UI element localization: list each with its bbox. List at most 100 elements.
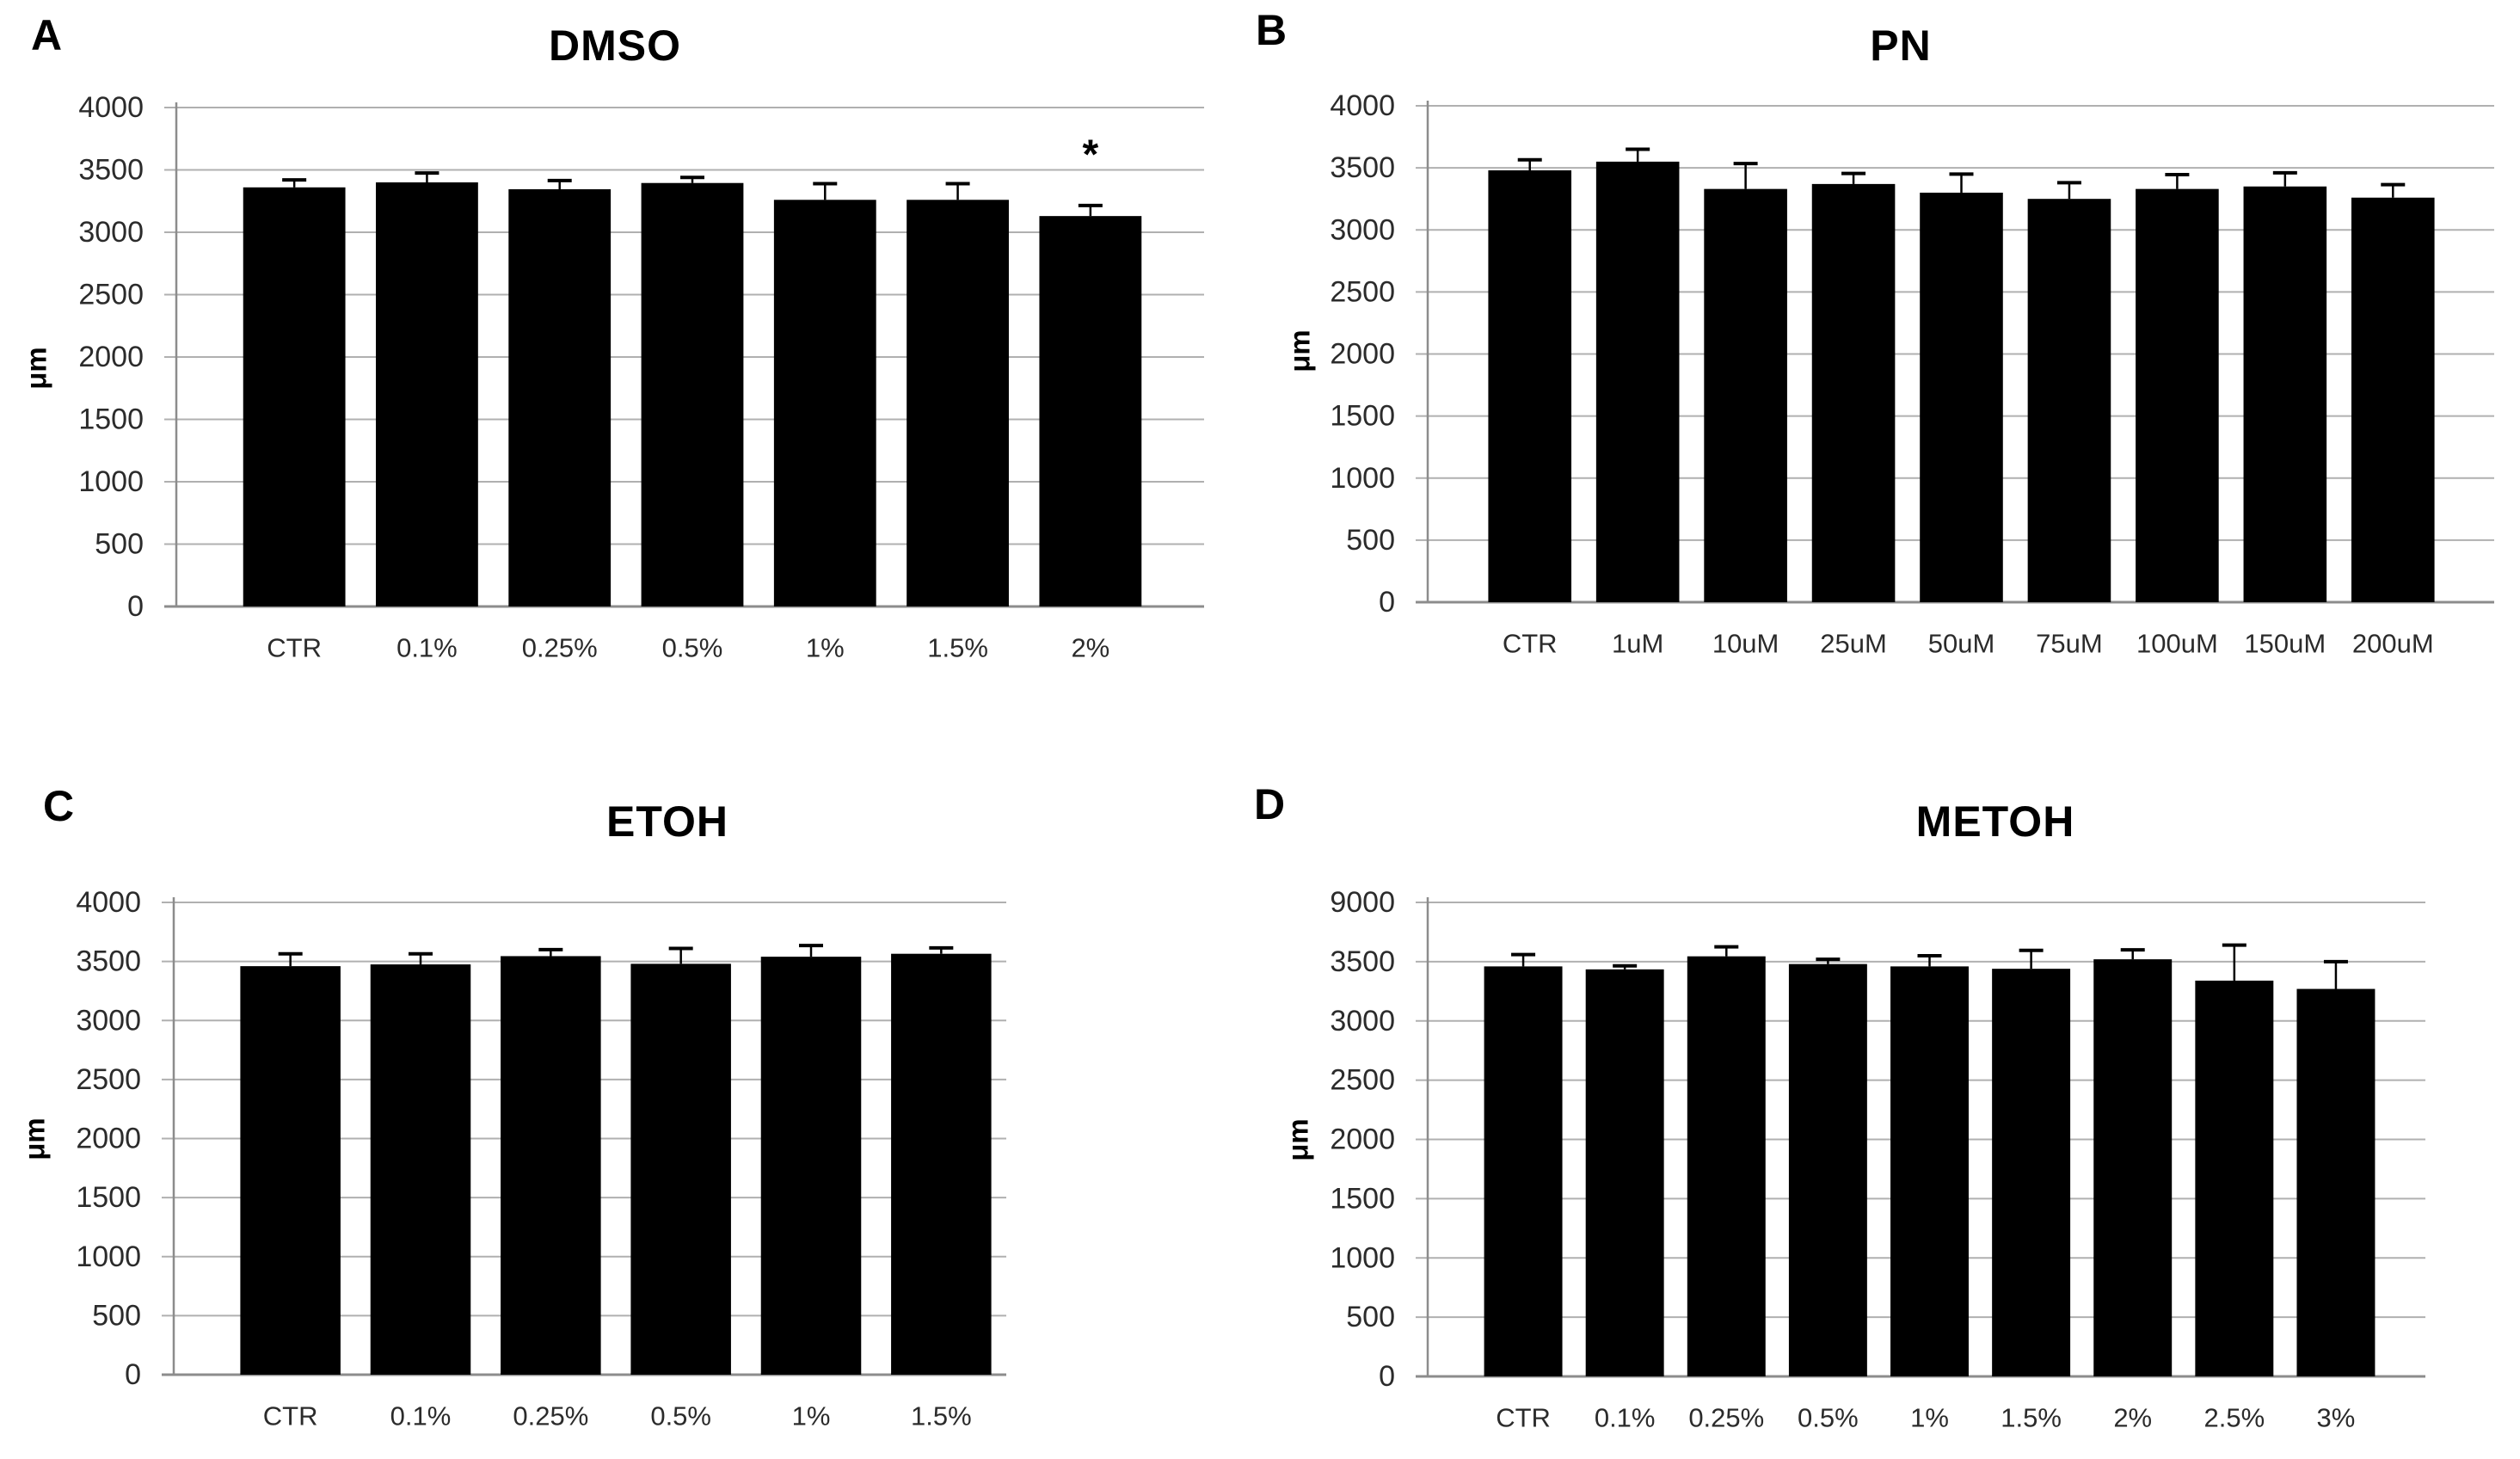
x-tick-label: CTR <box>263 1401 318 1431</box>
y-tick-label: 500 <box>95 528 144 561</box>
significance-asterisk: * <box>1083 132 1099 178</box>
y-tick-label: 0 <box>1379 586 1395 619</box>
x-tick-label: 10uM <box>1712 629 1779 659</box>
x-tick-label: CTR <box>1496 1403 1551 1433</box>
y-axis-unit-label: μm <box>21 347 52 390</box>
bar <box>760 957 862 1375</box>
panel-letter-d: D <box>1254 780 1286 828</box>
x-tick-label: 0.1% <box>390 1401 452 1431</box>
x-tick-label: 2% <box>1071 633 1109 663</box>
bar <box>1992 969 2071 1376</box>
y-tick-label: 4000 <box>1330 89 1395 122</box>
bar <box>1488 170 1572 602</box>
y-tick-label: 500 <box>92 1299 141 1332</box>
bar <box>1585 969 1664 1376</box>
x-tick-label: 1uM <box>1612 629 1663 659</box>
bar <box>2093 959 2173 1376</box>
y-tick-label: 1500 <box>78 403 144 436</box>
bar <box>1788 963 1867 1376</box>
bar <box>1811 183 1896 602</box>
y-tick-label: 2000 <box>78 341 144 373</box>
bar <box>2243 186 2327 602</box>
bar <box>2027 199 2111 602</box>
bar <box>2351 197 2435 602</box>
bar <box>2296 988 2376 1376</box>
y-tick-label: 3000 <box>76 1004 141 1037</box>
chart-title-dmso: DMSO <box>549 22 681 70</box>
x-tick-label: 1% <box>806 633 845 663</box>
y-tick-label: 500 <box>1346 524 1395 557</box>
y-axis-unit-label: μm <box>19 1117 51 1160</box>
bar <box>2195 980 2274 1376</box>
x-tick-label: 3% <box>2317 1403 2356 1433</box>
x-tick-label: 0.5% <box>1798 1403 1859 1433</box>
x-tick-label: 100uM <box>2136 629 2218 659</box>
bar <box>1920 192 2003 602</box>
y-tick-label: 3500 <box>78 154 144 187</box>
panel-letter-b: B <box>1256 6 1288 54</box>
bar <box>1484 966 1563 1376</box>
y-tick-label: 4000 <box>78 91 144 124</box>
y-tick-label: 3000 <box>78 216 144 249</box>
bar <box>630 963 731 1375</box>
y-axis-unit-label: μm <box>1284 329 1316 372</box>
bar <box>773 200 876 607</box>
bar <box>508 188 612 606</box>
x-tick-label: 1.5% <box>2001 1403 2062 1433</box>
y-tick-label: 3000 <box>1330 213 1395 246</box>
x-tick-label: 2% <box>2113 1403 2152 1433</box>
bar <box>376 182 478 606</box>
bar <box>370 964 471 1375</box>
y-tick-label: 500 <box>1346 1301 1395 1333</box>
bar <box>641 182 744 606</box>
y-tick-label: 2000 <box>76 1123 141 1155</box>
x-tick-label: 0.5% <box>662 633 723 663</box>
y-tick-label: 3500 <box>1330 151 1395 184</box>
bar <box>1687 956 1766 1376</box>
bar <box>1595 161 1680 603</box>
x-tick-label: 2.5% <box>2203 1403 2265 1433</box>
x-tick-label: 75uM <box>2036 629 2103 659</box>
bar <box>1704 188 1787 602</box>
x-tick-label: 25uM <box>1820 629 1887 659</box>
y-tick-label: 1500 <box>76 1181 141 1214</box>
y-axis-unit-label: μm <box>1282 1118 1314 1161</box>
x-tick-label: 50uM <box>1928 629 1995 659</box>
y-tick-label: 2500 <box>1330 275 1395 308</box>
bar <box>1039 216 1142 606</box>
y-tick-label: 1000 <box>1330 1241 1395 1274</box>
bar <box>2136 188 2219 602</box>
y-tick-label: 2500 <box>76 1063 141 1096</box>
y-tick-label: 4000 <box>76 886 141 919</box>
x-tick-label: 0.25% <box>522 633 598 663</box>
bar <box>240 966 341 1375</box>
x-tick-label: CTR <box>267 633 322 663</box>
y-tick-label: 2000 <box>1330 338 1395 371</box>
panel-letter-a: A <box>31 11 63 59</box>
y-tick-label: 0 <box>127 590 144 623</box>
y-tick-label: 1500 <box>1330 1182 1395 1215</box>
panel-letter-c: C <box>43 782 75 830</box>
bar <box>501 956 601 1375</box>
y-tick-label: 1000 <box>1330 462 1395 495</box>
x-tick-label: 0.5% <box>650 1401 711 1431</box>
y-tick-label: 0 <box>125 1358 141 1391</box>
bar <box>907 200 1009 607</box>
x-tick-label: CTR <box>1503 629 1558 659</box>
y-tick-label: 1000 <box>76 1240 141 1273</box>
y-tick-label: 2000 <box>1330 1123 1395 1156</box>
y-tick-label: 1500 <box>1330 400 1395 433</box>
x-tick-label: 0.1% <box>1595 1403 1656 1433</box>
x-tick-label: 1.5% <box>911 1401 972 1431</box>
x-tick-label: 200uM <box>2352 629 2434 659</box>
x-tick-label: 1% <box>1910 1403 1949 1433</box>
y-tick-label: 0 <box>1379 1360 1395 1393</box>
chart-title-etoh: ETOH <box>606 797 728 846</box>
chart-title-metoh: METOH <box>1915 797 2075 846</box>
x-tick-label: 0.25% <box>513 1401 588 1431</box>
y-tick-label: 3000 <box>1330 1005 1395 1037</box>
y-tick-label: 9000 <box>1330 886 1395 919</box>
x-tick-label: 0.25% <box>1688 1403 1764 1433</box>
